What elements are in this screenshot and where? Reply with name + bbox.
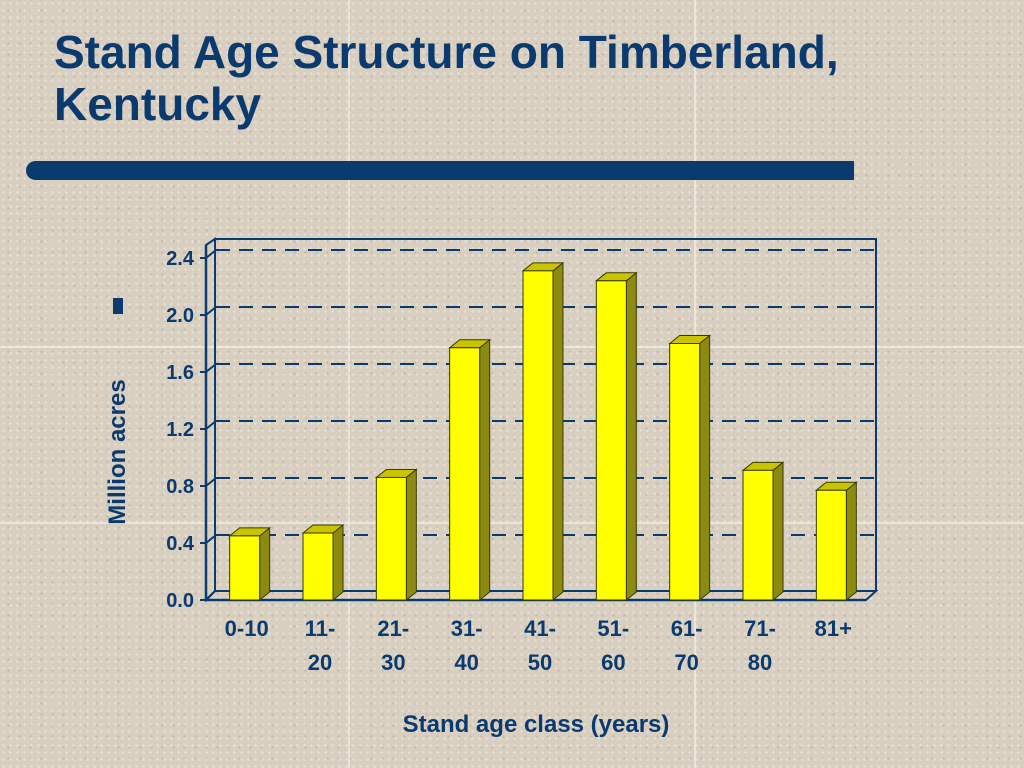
background-tile-line xyxy=(0,522,1024,524)
y-tick-label: 0.4 xyxy=(166,533,195,555)
bar xyxy=(741,461,785,602)
bar-side xyxy=(332,523,344,602)
gridline-wall-segment xyxy=(205,363,217,373)
background-tile-line xyxy=(348,0,350,768)
y-tick-label: 1.6 xyxy=(166,362,194,384)
x-axis-title: Stand age class (years) xyxy=(403,711,670,738)
bar-front xyxy=(449,347,481,601)
y-tick-label: 2.4 xyxy=(166,248,195,270)
bar-front xyxy=(375,476,407,601)
gridline-wall-segment xyxy=(205,249,217,259)
y-tick-label: 0.0 xyxy=(166,590,194,612)
bar-front xyxy=(229,535,261,601)
x-axis-tick-labels: 0-10 11-20 21-30 31-40 41-50 51-60 61-70 71-80 8… xyxy=(225,616,852,675)
title-underline-bar xyxy=(26,161,854,180)
y-tick-label: 1.2 xyxy=(166,419,194,441)
bar xyxy=(374,468,418,602)
slide-title: Stand Age Structure on Timberland, Kentu… xyxy=(54,26,839,130)
bar-side xyxy=(259,526,271,602)
bar-front xyxy=(302,532,334,601)
bar-side xyxy=(845,481,857,602)
bar xyxy=(228,526,272,602)
x-tick-label: 71-80 xyxy=(744,616,776,675)
bar-front xyxy=(669,343,701,601)
bar xyxy=(448,338,492,602)
bar-side xyxy=(699,334,711,602)
gridline-wall-segment xyxy=(205,420,217,430)
bar xyxy=(521,261,565,602)
bar-side xyxy=(625,271,637,602)
x-tick-label: 21-30 xyxy=(377,616,409,675)
bar-side xyxy=(479,338,491,602)
bar-front xyxy=(522,270,554,601)
y-tick-label: 2.0 xyxy=(166,305,194,327)
bar-front xyxy=(815,489,847,601)
x-tick-label: 11-20 xyxy=(305,616,336,675)
bar-front xyxy=(742,469,774,601)
y-axis-title: Million acres xyxy=(104,379,131,524)
bars xyxy=(228,261,858,602)
bar xyxy=(814,481,858,602)
gridline-wall-segment xyxy=(205,477,217,487)
x-tick-label: 41-50 xyxy=(524,616,556,675)
bar-side xyxy=(405,468,417,602)
y-tick-label: 0.8 xyxy=(166,476,194,498)
x-tick-label: 31-40 xyxy=(451,616,483,675)
bar-front xyxy=(595,280,627,601)
gridline-wall-segment xyxy=(205,534,217,544)
bar xyxy=(594,271,638,602)
x-tick-label: 0-10 xyxy=(225,616,269,641)
bar xyxy=(668,334,712,602)
x-tick-label: 51-60 xyxy=(597,616,629,675)
bar xyxy=(301,523,345,602)
y-axis-title-marker xyxy=(113,298,123,314)
x-tick-label: 61-70 xyxy=(671,616,703,675)
bar-side xyxy=(552,261,564,602)
gridline-wall-segment xyxy=(205,306,217,316)
bar-side xyxy=(772,461,784,602)
y-axis-ticks: 0.0 0.4 0.8 1.2 1.6 2.0 2.4 xyxy=(166,248,206,612)
x-tick-label: 81+ xyxy=(815,616,852,641)
plot-left-wall xyxy=(205,237,216,603)
background-tile-line xyxy=(0,346,1024,348)
